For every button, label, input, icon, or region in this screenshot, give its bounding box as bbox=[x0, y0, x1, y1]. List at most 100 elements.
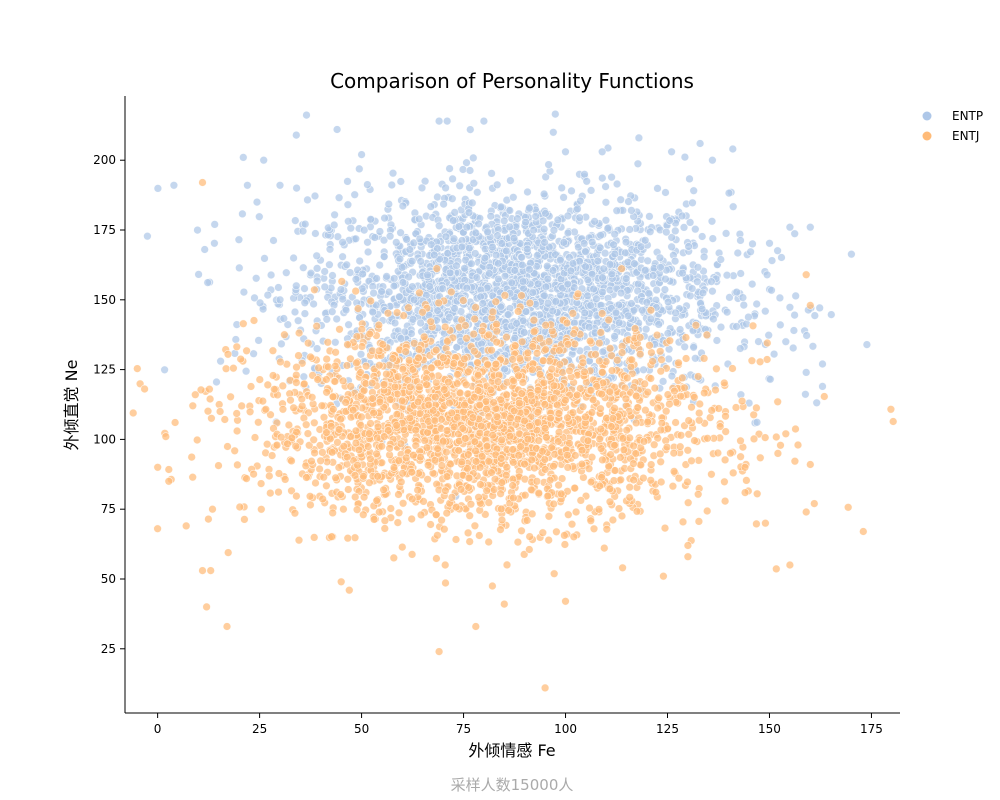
scatter-point-entp bbox=[441, 232, 451, 241]
scatter-point-entj bbox=[404, 303, 413, 312]
scatter-point-entp bbox=[368, 307, 377, 317]
scatter-point-entj bbox=[266, 488, 275, 498]
scatter-point-entp bbox=[398, 278, 408, 287]
scatter-point-entj bbox=[453, 370, 462, 379]
scatter-point-entj bbox=[707, 470, 716, 479]
scatter-point-entj bbox=[215, 400, 224, 409]
scatter-point-entp bbox=[506, 176, 515, 185]
scatter-point-entj bbox=[616, 475, 625, 484]
scatter-point-entj bbox=[408, 494, 417, 504]
scatter-point-entj bbox=[740, 488, 750, 497]
scatter-point-entj bbox=[705, 413, 715, 422]
scatter-point-entj bbox=[694, 517, 704, 526]
scatter-point-entj bbox=[702, 506, 712, 516]
scatter-point-entp bbox=[493, 231, 502, 240]
scatter-point-entj bbox=[318, 448, 327, 457]
scatter-point-entj bbox=[302, 420, 311, 429]
scatter-point-entp bbox=[301, 219, 310, 229]
scatter-point-entj bbox=[668, 482, 678, 491]
scatter-point-entj bbox=[514, 451, 523, 460]
scatter-point-entp bbox=[449, 234, 459, 243]
scatter-point-entp bbox=[338, 252, 347, 261]
scatter-point-entj bbox=[487, 346, 496, 355]
scatter-point-entp bbox=[274, 283, 283, 292]
scatter-point-entp bbox=[598, 347, 607, 356]
scatter-point-entj bbox=[607, 422, 616, 431]
scatter-point-entj bbox=[276, 357, 285, 367]
scatter-point-entj bbox=[473, 358, 482, 367]
scatter-point-entj bbox=[712, 364, 721, 373]
scatter-point-entj bbox=[475, 531, 484, 540]
scatter-point-entj bbox=[728, 364, 737, 373]
scatter-point-entj bbox=[641, 406, 650, 415]
scatter-point-entp bbox=[790, 310, 799, 320]
scatter-point-entp bbox=[689, 343, 698, 352]
scatter-point-entp bbox=[380, 213, 389, 223]
scatter-point-entp bbox=[252, 274, 261, 283]
scatter-point-entj bbox=[535, 334, 545, 343]
scatter-point-entp bbox=[306, 269, 316, 278]
scatter-point-entj bbox=[398, 542, 407, 552]
scatter-point-entj bbox=[585, 336, 595, 346]
scatter-point-entp bbox=[438, 284, 447, 293]
scatter-point-entp bbox=[398, 201, 408, 211]
scatter-point-entj bbox=[373, 422, 383, 431]
scatter-point-entp bbox=[292, 130, 301, 140]
scatter-point-entp bbox=[775, 293, 785, 303]
scatter-point-entj bbox=[514, 371, 523, 380]
scatter-point-entj bbox=[215, 407, 225, 416]
scatter-point-entj bbox=[694, 408, 704, 418]
scatter-point-entj bbox=[790, 457, 800, 466]
scatter-point-entj bbox=[554, 480, 563, 490]
scatter-point-entj bbox=[278, 381, 287, 391]
scatter-point-entp bbox=[575, 213, 584, 222]
scatter-point-entp bbox=[193, 225, 202, 235]
scatter-point-entp bbox=[216, 357, 225, 366]
scatter-point-entj bbox=[643, 388, 652, 397]
scatter-point-entp bbox=[408, 257, 417, 266]
scatter-point-entj bbox=[674, 358, 683, 367]
scatter-point-entj bbox=[303, 429, 313, 438]
scatter-point-entp bbox=[789, 326, 799, 335]
scatter-point-entp bbox=[395, 292, 404, 301]
scatter-point-entj bbox=[888, 417, 898, 426]
scatter-point-entj bbox=[484, 457, 493, 466]
scatter-point-entp bbox=[363, 238, 372, 247]
scatter-point-entj bbox=[639, 437, 649, 446]
scatter-point-entj bbox=[502, 471, 511, 480]
scatter-point-entj bbox=[366, 296, 375, 306]
scatter-point-entp bbox=[661, 188, 670, 197]
scatter-point-entj bbox=[693, 372, 703, 381]
scatter-point-entp bbox=[655, 253, 665, 262]
scatter-point-entp bbox=[320, 267, 329, 276]
scatter-point-entj bbox=[394, 508, 404, 517]
scatter-point-entp bbox=[566, 266, 576, 276]
scatter-point-entp bbox=[639, 365, 648, 374]
scatter-point-entj bbox=[294, 351, 303, 360]
scatter-point-entj bbox=[359, 472, 368, 481]
scatter-point-entj bbox=[235, 502, 245, 512]
scatter-point-entp bbox=[363, 180, 372, 189]
scatter-point-entp bbox=[643, 256, 652, 265]
scatter-point-entj bbox=[350, 471, 360, 480]
scatter-point-entp bbox=[559, 238, 568, 247]
scatter-point-entj bbox=[394, 456, 403, 465]
scatter-point-entj bbox=[529, 316, 539, 325]
scatter-point-entj bbox=[683, 446, 692, 455]
scatter-point-entp bbox=[680, 342, 689, 351]
scatter-point-entp bbox=[355, 164, 364, 174]
scatter-point-entj bbox=[773, 397, 782, 406]
scatter-point-entp bbox=[587, 237, 597, 247]
scatter-point-entp bbox=[801, 368, 811, 377]
scatter-point-entj bbox=[388, 354, 397, 363]
scatter-point-entj bbox=[676, 392, 685, 401]
scatter-point-entp bbox=[292, 281, 301, 290]
scatter-point-entp bbox=[541, 172, 550, 182]
scatter-point-entj bbox=[153, 463, 162, 472]
scatter-point-entj bbox=[763, 338, 772, 348]
scatter-point-entp bbox=[298, 226, 308, 236]
scatter-point-entj bbox=[683, 477, 692, 487]
scatter-point-entp bbox=[638, 306, 647, 315]
scatter-point-entp bbox=[665, 216, 674, 225]
scatter-point-entj bbox=[500, 291, 510, 300]
